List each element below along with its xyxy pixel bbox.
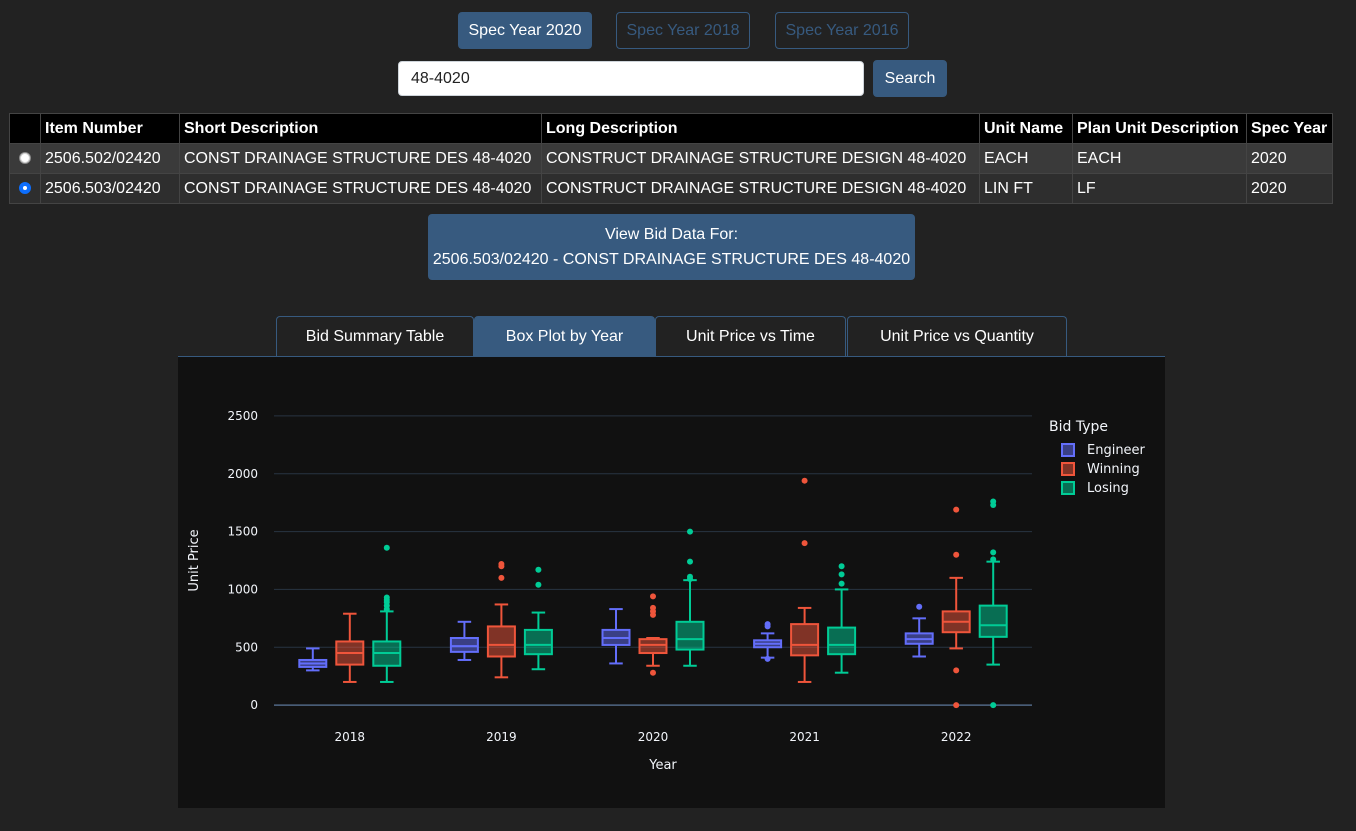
- box-outlier: [801, 540, 808, 547]
- table-cell: EACH: [979, 143, 1073, 174]
- legend-label: Winning: [1087, 462, 1140, 477]
- x-tick-label: 2018: [335, 730, 366, 744]
- box-outlier: [838, 563, 845, 570]
- box-outlier: [383, 544, 390, 551]
- box-outlier: [990, 556, 997, 563]
- box-outlier: [498, 574, 505, 581]
- box-outlier: [535, 581, 542, 588]
- y-tick-label: 500: [235, 640, 258, 654]
- y-tick-label: 2500: [227, 409, 258, 423]
- box-outlier: [764, 655, 771, 662]
- tab-box-plot-by-year[interactable]: Box Plot by Year: [474, 316, 655, 357]
- column-header-long-description: Long Description: [541, 113, 980, 144]
- y-axis-title: Unit Price: [187, 529, 202, 591]
- row-select-cell[interactable]: [9, 143, 41, 174]
- select-column-header: [9, 113, 41, 144]
- table-cell: LF: [1072, 173, 1247, 204]
- x-tick-label: 2019: [486, 730, 517, 744]
- box-outlier: [801, 477, 808, 484]
- box-outlier: [383, 594, 390, 601]
- view-bid-data-button[interactable]: View Bid Data For: 2506.503/02420 - CONS…: [428, 214, 915, 280]
- row-select-cell[interactable]: [9, 173, 41, 204]
- legend-label: Losing: [1087, 481, 1129, 496]
- table-header-row: Item Number Short Description Long Descr…: [9, 113, 1333, 144]
- spec-year-2020-button[interactable]: Spec Year 2020: [458, 12, 592, 49]
- box-outlier: [498, 560, 505, 567]
- box-outlier: [650, 669, 656, 676]
- box-outlier: [838, 571, 845, 578]
- table-cell: 2020: [1246, 143, 1333, 174]
- tab-bid-summary-table[interactable]: Bid Summary Table: [276, 316, 474, 357]
- box-outlier: [953, 551, 960, 558]
- row-radio-button-selected[interactable]: [19, 182, 31, 195]
- box-iqr: [827, 626, 857, 656]
- y-tick-label: 1500: [227, 525, 258, 539]
- box-iqr: [978, 604, 1008, 638]
- tab-divider: [178, 356, 1165, 357]
- table-cell: CONST DRAINAGE STRUCTURE DES 48-4020: [179, 173, 542, 204]
- table-cell: 2506.503/02420: [40, 173, 180, 204]
- box-outlier: [687, 558, 693, 565]
- legend-label: Engineer: [1087, 443, 1146, 458]
- column-header-spec-year: Spec Year: [1246, 113, 1333, 144]
- spec-year-2016-button[interactable]: Spec Year 2016: [775, 12, 909, 49]
- box-outlier: [687, 528, 693, 535]
- y-tick-label: 1000: [227, 582, 258, 596]
- legend-swatch: [1061, 462, 1075, 476]
- box-outlier: [650, 604, 656, 611]
- table-cell: LIN FT: [979, 173, 1073, 204]
- y-tick-label: 2000: [227, 467, 258, 481]
- box-outlier: [953, 667, 960, 674]
- box-iqr: [523, 628, 553, 656]
- x-tick-label: 2022: [941, 730, 972, 744]
- search-button[interactable]: Search: [873, 60, 947, 97]
- box-outlier: [990, 549, 997, 556]
- box-outlier: [916, 603, 923, 610]
- legend-swatch: [1061, 481, 1075, 495]
- box-iqr: [449, 636, 479, 653]
- table-cell: 2020: [1246, 173, 1333, 204]
- box-iqr: [790, 623, 820, 657]
- table-row[interactable]: 2506.502/02420 CONST DRAINAGE STRUCTURE …: [9, 143, 1333, 174]
- box-outlier: [953, 702, 960, 709]
- box-outlier: [838, 580, 845, 587]
- search-input[interactable]: [398, 61, 864, 96]
- column-header-unit-name: Unit Name: [979, 113, 1073, 144]
- box-iqr: [675, 620, 705, 651]
- box-outlier: [990, 498, 997, 505]
- y-tick-label: 0: [250, 698, 258, 712]
- view-bid-line2: 2506.503/02420 - CONST DRAINAGE STRUCTUR…: [432, 251, 911, 268]
- box-iqr: [486, 625, 516, 658]
- table-cell: CONSTRUCT DRAINAGE STRUCTURE DESIGN 48-4…: [541, 173, 980, 204]
- column-header-plan-unit-description: Plan Unit Description: [1072, 113, 1247, 144]
- row-radio-button[interactable]: [19, 152, 31, 165]
- tab-unit-price-vs-time[interactable]: Unit Price vs Time: [655, 316, 846, 357]
- spec-year-2018-button[interactable]: Spec Year 2018: [616, 12, 750, 49]
- box-outlier: [953, 506, 960, 513]
- column-header-short-description: Short Description: [179, 113, 542, 144]
- box-plot-chart[interactable]: 0 500 1000 1500 2000 2500 2018 2019 2020 2021 2022…: [178, 357, 1165, 808]
- box-outlier: [535, 566, 542, 573]
- box-outlier: [990, 702, 997, 709]
- table-cell: CONSTRUCT DRAINAGE STRUCTURE DESIGN 48-4…: [541, 143, 980, 174]
- view-bid-line1: View Bid Data For:: [604, 226, 739, 243]
- box-outlier: [687, 573, 693, 580]
- column-header-item-number: Item Number: [40, 113, 180, 144]
- x-tick-label: 2021: [789, 730, 820, 744]
- legend-title: Bid Type: [1049, 419, 1108, 435]
- box-iqr: [638, 638, 668, 655]
- table-cell: 2506.502/02420: [40, 143, 180, 174]
- table-row[interactable]: 2506.503/02420 CONST DRAINAGE STRUCTURE …: [9, 173, 1333, 204]
- box-outlier: [650, 593, 656, 600]
- legend-swatch: [1061, 443, 1075, 457]
- x-axis-title: Year: [648, 758, 677, 773]
- x-tick-label: 2020: [638, 730, 669, 744]
- box-outlier: [764, 621, 771, 628]
- tab-unit-price-vs-quantity[interactable]: Unit Price vs Quantity: [847, 316, 1067, 357]
- results-table: Item Number Short Description Long Descr…: [9, 113, 1333, 204]
- table-cell: EACH: [1072, 143, 1247, 174]
- table-cell: CONST DRAINAGE STRUCTURE DES 48-4020: [179, 143, 542, 174]
- box-plot-svg: 0 500 1000 1500 2000 2500 2018 2019 2020 2021 2022…: [187, 409, 1146, 773]
